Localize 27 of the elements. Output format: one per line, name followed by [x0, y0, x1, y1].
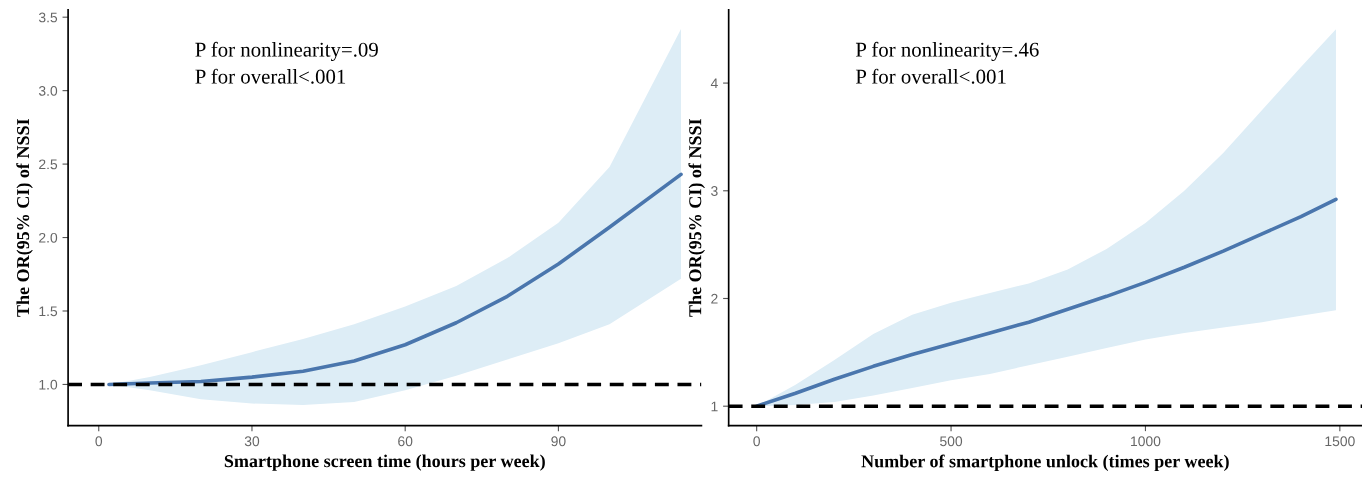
- annotation: P for nonlinearity=.46: [855, 41, 1039, 61]
- y-tick-label: 3: [711, 186, 718, 196]
- y-axis-title: The OR(95% CI) of NSSI: [16, 119, 33, 317]
- y-tick-label: 2: [711, 293, 718, 304]
- y-tick-label: 2.5: [39, 159, 58, 170]
- x-tick-label: 0: [753, 436, 760, 447]
- line-series: [107, 172, 683, 387]
- y-tick-label: 4: [710, 78, 718, 89]
- y-tick-label: 1.0: [39, 379, 58, 390]
- annotation: P for overall<.001: [195, 68, 346, 84]
- x-axis-title: Number of smartphone unlock (times per week): [861, 454, 1229, 472]
- x-tick-label: 1500: [1325, 436, 1355, 447]
- y-tick-label: 3.5: [38, 12, 58, 23]
- x-tick-label: 30: [244, 436, 260, 447]
- annotation: P for overall<.001: [855, 68, 1006, 84]
- x-tick-label: 500: [940, 436, 963, 447]
- x-tick-label: 90: [551, 436, 566, 447]
- annotation: P for nonlinearity=.09: [195, 41, 378, 61]
- y-tick-label: 1.5: [39, 306, 58, 317]
- y-tick-label: 2.0: [39, 232, 58, 243]
- x-tick-label: 60: [398, 436, 413, 447]
- y-tick-label: 1: [711, 401, 718, 412]
- y-tick-label: 3.0: [38, 85, 58, 96]
- y-axis-title: The OR(95% CI) of NSSI: [688, 119, 705, 317]
- x-axis-title: Smartphone screen time (hours per week): [224, 454, 545, 471]
- x-tick-label: 0: [95, 436, 103, 447]
- x-tick-label: 1000: [1131, 436, 1161, 447]
